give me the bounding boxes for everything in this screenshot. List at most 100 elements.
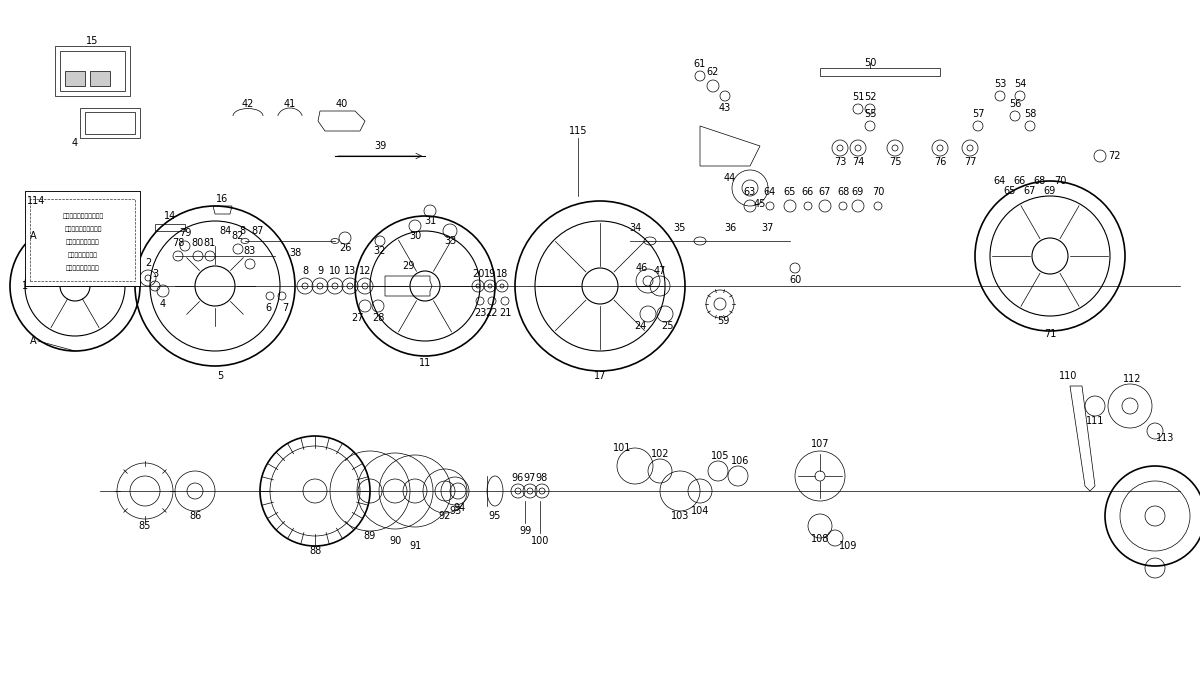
Text: 64: 64: [994, 176, 1006, 186]
Text: 11: 11: [419, 358, 431, 368]
Bar: [820, 68, 940, 76]
Text: 36: 36: [724, 223, 736, 233]
Text: 21: 21: [499, 308, 511, 318]
Text: 4: 4: [72, 138, 78, 148]
Text: 17: 17: [594, 371, 606, 381]
Text: 92: 92: [439, 511, 451, 521]
Text: 80: 80: [192, 238, 204, 248]
Text: 本品を入海水で使用した: 本品を入海水で使用した: [62, 213, 103, 219]
Text: 22: 22: [486, 308, 498, 318]
Text: 9: 9: [317, 266, 323, 276]
Text: 26: 26: [338, 243, 352, 253]
Text: 60: 60: [788, 275, 802, 285]
Text: 114: 114: [28, 196, 46, 206]
Text: 3: 3: [152, 269, 158, 279]
Text: 100: 100: [530, 536, 550, 546]
Text: 33: 33: [444, 236, 456, 246]
Text: 19: 19: [484, 269, 496, 279]
Text: 83: 83: [244, 246, 256, 256]
Text: 場合、塩水が入り込む: 場合、塩水が入り込む: [65, 226, 102, 232]
Text: 94: 94: [454, 503, 466, 513]
Text: 7: 7: [282, 303, 288, 313]
Text: 90: 90: [389, 536, 401, 546]
Text: 101: 101: [613, 443, 631, 453]
Text: 24: 24: [634, 321, 646, 331]
Text: 29: 29: [402, 261, 414, 271]
Text: 76: 76: [934, 157, 946, 167]
Text: 37: 37: [762, 223, 774, 233]
Text: 70: 70: [1054, 176, 1066, 186]
Text: 20: 20: [472, 269, 484, 279]
Text: 85: 85: [139, 521, 151, 531]
Bar: [25, 191, 140, 286]
Text: 62: 62: [707, 67, 719, 77]
Text: 72: 72: [1108, 151, 1121, 161]
Text: 99: 99: [518, 526, 532, 536]
Text: 55: 55: [864, 109, 876, 119]
Text: 8: 8: [302, 266, 308, 276]
Text: 107: 107: [811, 439, 829, 449]
Bar: [55, 46, 130, 96]
Bar: [80, 108, 140, 138]
Text: 64: 64: [764, 187, 776, 197]
Text: 71: 71: [1044, 329, 1056, 339]
Text: 112: 112: [1123, 374, 1141, 384]
Text: 59: 59: [716, 316, 730, 326]
Text: 8: 8: [239, 226, 245, 236]
Text: 57: 57: [972, 109, 984, 119]
Text: 69: 69: [852, 187, 864, 197]
Text: 78: 78: [172, 238, 184, 248]
Text: 13: 13: [344, 266, 356, 276]
Text: 52: 52: [864, 92, 876, 102]
Text: 12: 12: [359, 266, 371, 276]
Text: 45: 45: [754, 199, 766, 209]
Text: 77: 77: [964, 157, 977, 167]
Text: 32: 32: [374, 246, 386, 256]
Text: 18: 18: [496, 269, 508, 279]
Bar: [90, 71, 110, 86]
Text: 38: 38: [289, 248, 301, 258]
Text: 113: 113: [1156, 433, 1174, 443]
Text: 86: 86: [188, 511, 202, 521]
Text: 115: 115: [569, 126, 587, 136]
Text: 4: 4: [160, 299, 166, 309]
Text: 41: 41: [284, 99, 296, 109]
Text: 97: 97: [524, 473, 536, 483]
Text: 28: 28: [372, 313, 384, 323]
Text: 89: 89: [364, 531, 376, 541]
Text: 93: 93: [449, 506, 461, 516]
Text: A: A: [30, 231, 37, 241]
Text: 46: 46: [636, 263, 648, 273]
Text: お勧めいたします。: お勧めいたします。: [66, 265, 100, 271]
Text: 111: 111: [1086, 416, 1104, 426]
Text: 96: 96: [512, 473, 524, 483]
Text: 50: 50: [864, 58, 876, 68]
Text: 66: 66: [802, 187, 814, 197]
Text: 102: 102: [650, 449, 670, 459]
Text: 2: 2: [145, 258, 151, 268]
Text: 14: 14: [164, 211, 176, 221]
Text: 84: 84: [218, 226, 232, 236]
Text: 110: 110: [1058, 371, 1078, 381]
Text: 88: 88: [308, 546, 322, 556]
Text: 42: 42: [242, 99, 254, 109]
Text: 103: 103: [671, 511, 689, 521]
Text: 70: 70: [872, 187, 884, 197]
Text: 35: 35: [674, 223, 686, 233]
Text: 54: 54: [1014, 79, 1026, 89]
Text: 海水対応リールを: 海水対応リールを: [68, 252, 98, 258]
Text: 27: 27: [352, 313, 365, 323]
Text: 95: 95: [488, 511, 502, 521]
Text: 31: 31: [424, 216, 436, 226]
Text: 67: 67: [1024, 186, 1036, 196]
Text: 75: 75: [889, 157, 901, 167]
Text: 10: 10: [329, 266, 341, 276]
Bar: [60, 51, 125, 91]
Text: 81: 81: [204, 238, 216, 248]
Text: 67: 67: [818, 187, 832, 197]
Text: 可能性があります。: 可能性があります。: [66, 239, 100, 245]
Bar: [85, 112, 134, 134]
Text: 43: 43: [719, 103, 731, 113]
Text: 74: 74: [852, 157, 864, 167]
Text: 63: 63: [744, 187, 756, 197]
